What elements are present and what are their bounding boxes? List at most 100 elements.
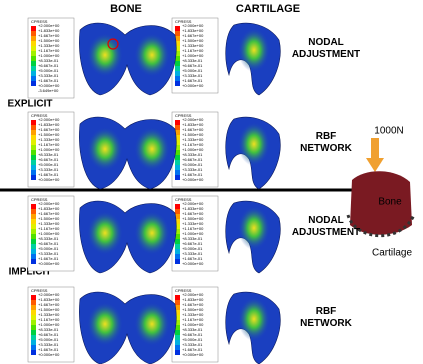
legend-title: CPRESS <box>31 288 48 293</box>
legend-swatch <box>175 229 180 234</box>
legend-swatch <box>31 295 36 300</box>
legend-swatch <box>31 350 36 355</box>
legend-swatch <box>175 175 180 180</box>
legend-title: CPRESS <box>175 288 192 293</box>
legend-label: +1.333e+00 <box>182 312 204 317</box>
legend-label: +1.000e+00 <box>38 147 60 152</box>
cartilage-contour <box>225 200 281 274</box>
legend-label: +8.333e-01 <box>38 236 59 241</box>
legend-swatch <box>175 234 180 239</box>
column-header: BONE <box>110 3 142 15</box>
cartilage-contour <box>225 116 281 190</box>
legend-swatch <box>175 41 180 46</box>
legend-swatch <box>175 120 180 125</box>
legend-label: +1.667e-01 <box>38 172 59 177</box>
legend-label: +6.667e-01 <box>182 241 203 246</box>
legend-label: +6.667e-01 <box>182 332 203 337</box>
legend-swatch <box>31 219 36 224</box>
legend-label: +1.167e+00 <box>182 226 204 231</box>
legend-label: +1.333e+00 <box>182 43 204 48</box>
legend-label: +1.333e+00 <box>38 43 60 48</box>
legend-label: +0.000e+00 <box>182 177 204 182</box>
legend-swatch <box>175 335 180 340</box>
legend-swatch <box>175 325 180 330</box>
legend-label: +5.000e-01 <box>182 162 203 167</box>
legend-swatch <box>175 165 180 170</box>
legend-swatch <box>175 155 180 160</box>
legend-swatch <box>175 71 180 76</box>
column-header: CARTILAGE <box>236 3 300 15</box>
pressure-zone <box>134 302 170 346</box>
legend-label: +1.500e+00 <box>38 132 60 137</box>
legend-swatch <box>31 36 36 41</box>
legend-title: CPRESS <box>31 197 48 202</box>
legend-swatch <box>31 320 36 325</box>
legend-swatch <box>175 51 180 56</box>
legend-label: +3.333e-01 <box>182 167 203 172</box>
legend-label: +5.000e-01 <box>182 68 203 73</box>
legend-label: +1.667e+00 <box>38 302 60 307</box>
legend-label: +8.333e-01 <box>38 327 59 332</box>
legend-label: +3.333e-01 <box>38 342 59 347</box>
row-label: RBF NETWORK <box>300 306 352 329</box>
legend-swatch <box>175 254 180 259</box>
legend-label: +0.000e+00 <box>38 261 60 266</box>
legend-label: +1.000e+00 <box>182 147 204 152</box>
legend-swatch <box>31 120 36 125</box>
legend-label: +5.000e-01 <box>38 68 59 73</box>
legend-label: +2.000e+00 <box>182 23 204 28</box>
legend-label: +2.000e+00 <box>38 201 60 206</box>
pressure-zone <box>238 297 270 341</box>
legend-label: +8.333e-01 <box>38 58 59 63</box>
legend-label: +1.333e+00 <box>182 221 204 226</box>
legend-label: +2.000e+00 <box>182 292 204 297</box>
legend-swatch <box>175 350 180 355</box>
legend-swatch <box>175 300 180 305</box>
legend-label: +1.667e-01 <box>182 172 203 177</box>
legend-label: +1.500e+00 <box>38 216 60 221</box>
legend-swatch <box>175 315 180 320</box>
legend-label: +1.833e+00 <box>182 206 204 211</box>
legend-label: +6.667e-01 <box>38 157 59 162</box>
pressure-zone <box>87 127 123 171</box>
legend-label: +0.000e+00 <box>182 83 204 88</box>
pressure-zone <box>87 33 123 77</box>
legend-swatch <box>31 335 36 340</box>
pressure-zone <box>134 211 170 255</box>
legend-swatch <box>175 31 180 36</box>
group-label: IMPLICIT <box>9 267 52 278</box>
legend-swatch <box>31 130 36 135</box>
load-diagram: 1000N Bone Cartilage <box>346 126 416 259</box>
color-legend: CPRESS+2.000e+00+1.833e+00+1.667e+00+1.5… <box>171 195 219 272</box>
legend-swatch <box>175 204 180 209</box>
legend-swatch <box>175 150 180 155</box>
legend-label: +1.500e+00 <box>38 38 60 43</box>
legend-label: +1.667e+00 <box>182 33 204 38</box>
cartilage-label: Cartilage <box>372 248 412 259</box>
legend-swatch <box>31 150 36 155</box>
legend-label: +8.333e-01 <box>182 327 203 332</box>
legend-swatch <box>175 140 180 145</box>
legend-label: +1.833e+00 <box>38 28 60 33</box>
legend-label: +0.000e+00 <box>182 352 204 357</box>
legend-swatch <box>31 155 36 160</box>
legend-label: +1.667e-01 <box>182 256 203 261</box>
legend-label: +1.667e-01 <box>38 347 59 352</box>
legend-title: CPRESS <box>31 19 48 24</box>
legend-swatch <box>175 219 180 224</box>
legend-label: +2.000e+00 <box>38 23 60 28</box>
legend-label: +6.667e-01 <box>38 332 59 337</box>
legend-label: +8.333e-01 <box>182 152 203 157</box>
legend-swatch <box>31 300 36 305</box>
legend-swatch <box>175 61 180 66</box>
legend-swatch <box>175 81 180 86</box>
legend-swatch <box>31 239 36 244</box>
legend-swatch <box>175 244 180 249</box>
legend-label: +1.667e-01 <box>38 78 59 83</box>
legend-swatch <box>31 325 36 330</box>
legend-swatch <box>31 214 36 219</box>
pressure-zone <box>238 28 270 72</box>
legend-label: +1.000e+00 <box>182 231 204 236</box>
row-label: RBF NETWORK <box>300 131 352 154</box>
